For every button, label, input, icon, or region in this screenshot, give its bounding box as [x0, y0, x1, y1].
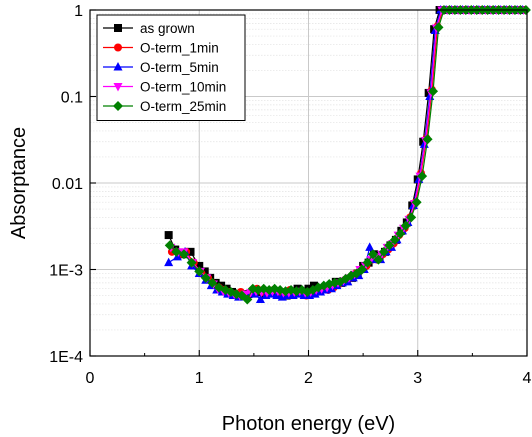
y-tick-label: 1E-3: [49, 263, 83, 280]
data-point: [309, 281, 318, 290]
legend-marker: [113, 101, 123, 111]
data-point: [255, 294, 265, 303]
legend-label: O-term_1min: [140, 41, 219, 56]
data-point: [194, 266, 205, 277]
data-point: [195, 261, 204, 270]
data-point: [365, 242, 375, 251]
legend-marker: [113, 62, 123, 71]
x-tick-label: 0: [86, 370, 95, 387]
data-point: [207, 277, 218, 288]
data-point: [373, 254, 384, 265]
data-point: [417, 171, 428, 182]
legend-label: O-term_5min: [140, 60, 219, 75]
y-axis-label: Absorptance: [8, 127, 30, 239]
data-point: [242, 294, 253, 305]
legend-label: O-term_25min: [140, 99, 226, 114]
legend: as grown O-term_1min O-term_5min O-term_10m…: [96, 14, 246, 121]
data-point: [164, 257, 174, 267]
y-tick-label: 1E-4: [49, 349, 83, 366]
data-point: [389, 234, 400, 245]
x-tick-label: 3: [413, 370, 422, 387]
data-point: [172, 251, 182, 261]
data-point: [428, 86, 439, 97]
y-tick-label: 1: [74, 3, 83, 20]
x-axis-label: Photon energy (eV): [222, 413, 395, 435]
data-point: [186, 247, 195, 256]
data-point: [362, 257, 373, 268]
x-tick-label: 2: [304, 370, 313, 387]
data-point: [433, 22, 444, 33]
series-o-term-25min: [164, 5, 531, 305]
data-point: [400, 220, 411, 231]
data-point: [411, 197, 422, 208]
data-point: [378, 246, 389, 257]
series-layer: [164, 5, 531, 305]
x-tick-label: 4: [523, 370, 532, 387]
data-point: [395, 228, 406, 239]
data-point: [272, 290, 282, 300]
x-tick-label: 1: [195, 370, 204, 387]
legend-marker: [114, 43, 122, 52]
data-point: [406, 212, 417, 223]
data-point: [186, 257, 197, 268]
y-tick-label: 0.01: [52, 176, 83, 193]
data-point: [200, 272, 211, 283]
axis-ticks: 0 1 2 3 4 1E-4 1E-3 0.01 0.1 1: [49, 3, 531, 387]
data-point: [178, 249, 189, 260]
legend-box: [96, 14, 246, 121]
data-point: [164, 240, 175, 251]
legend-label: O-term_10min: [140, 80, 226, 95]
data-point: [422, 134, 433, 145]
legend-marker: [114, 24, 122, 32]
data-point: [171, 246, 182, 257]
legend-marker: [113, 83, 123, 92]
data-point: [367, 249, 378, 260]
data-point: [384, 240, 395, 251]
data-point: [357, 264, 368, 275]
data-point: [164, 231, 173, 240]
y-tick-label: 0.1: [61, 90, 83, 107]
legend-label: as grown: [140, 21, 195, 36]
